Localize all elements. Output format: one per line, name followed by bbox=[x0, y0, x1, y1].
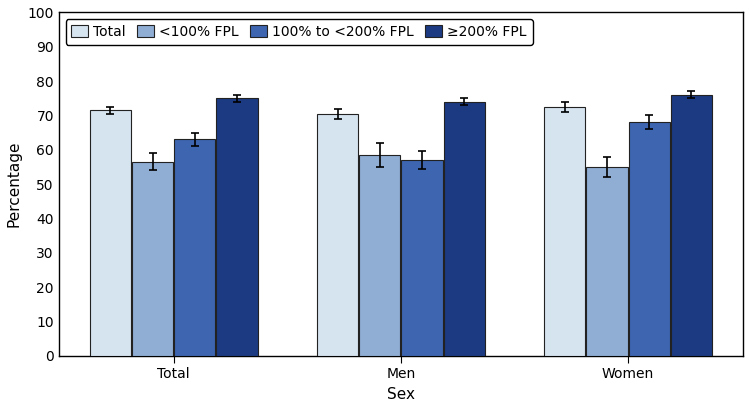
Bar bbox=[628, 122, 670, 356]
Bar bbox=[586, 167, 628, 356]
Bar bbox=[90, 110, 131, 356]
Bar bbox=[670, 95, 712, 356]
Bar bbox=[359, 155, 401, 356]
Bar bbox=[401, 160, 442, 356]
Legend: Total, <100% FPL, 100% to <200% FPL, ≥200% FPL: Total, <100% FPL, 100% to <200% FPL, ≥20… bbox=[66, 19, 532, 45]
Bar bbox=[544, 107, 585, 356]
X-axis label: Sex: Sex bbox=[387, 387, 415, 402]
Y-axis label: Percentage: Percentage bbox=[7, 141, 22, 227]
Bar bbox=[174, 139, 215, 356]
Bar bbox=[217, 98, 257, 356]
Bar bbox=[317, 114, 358, 356]
Bar bbox=[444, 102, 485, 356]
Bar bbox=[132, 162, 173, 356]
